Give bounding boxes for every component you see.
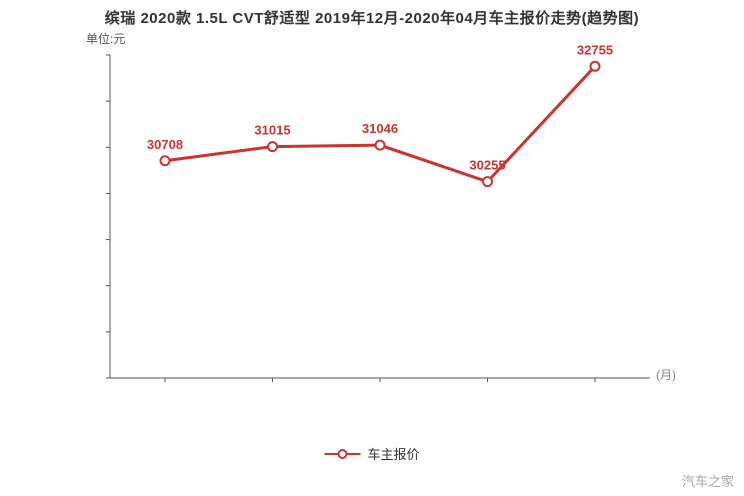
legend-label: 车主报价 <box>367 447 420 462</box>
legend-line-marker-icon <box>324 448 361 459</box>
data-point-marker[interactable] <box>589 60 601 72</box>
chart-title: 缤瑞 2020款 1.5L CVT舒适型 2019年12月-2020年04月车主… <box>104 10 640 27</box>
data-point-marker[interactable] <box>374 139 386 151</box>
data-point-marker[interactable] <box>267 141 278 153</box>
watermark-autohome: 汽车之家 <box>681 474 734 489</box>
data-point-label: 32755 <box>577 42 613 57</box>
data-point-label: 30708 <box>147 137 183 152</box>
data-point-marker[interactable] <box>159 155 171 167</box>
price-trend-chart: 30708 31015 31046 30255 32755 <box>106 42 650 382</box>
data-point-label: 31046 <box>362 121 398 136</box>
legend: 车主报价 <box>324 444 420 463</box>
data-point-label: 31015 <box>254 123 290 138</box>
data-point-label: 30255 <box>469 158 505 173</box>
data-point-marker[interactable] <box>482 176 493 188</box>
x-axis-unit-label: (月) <box>656 368 676 382</box>
y-axis-unit-label: 单位:元 <box>86 32 126 46</box>
